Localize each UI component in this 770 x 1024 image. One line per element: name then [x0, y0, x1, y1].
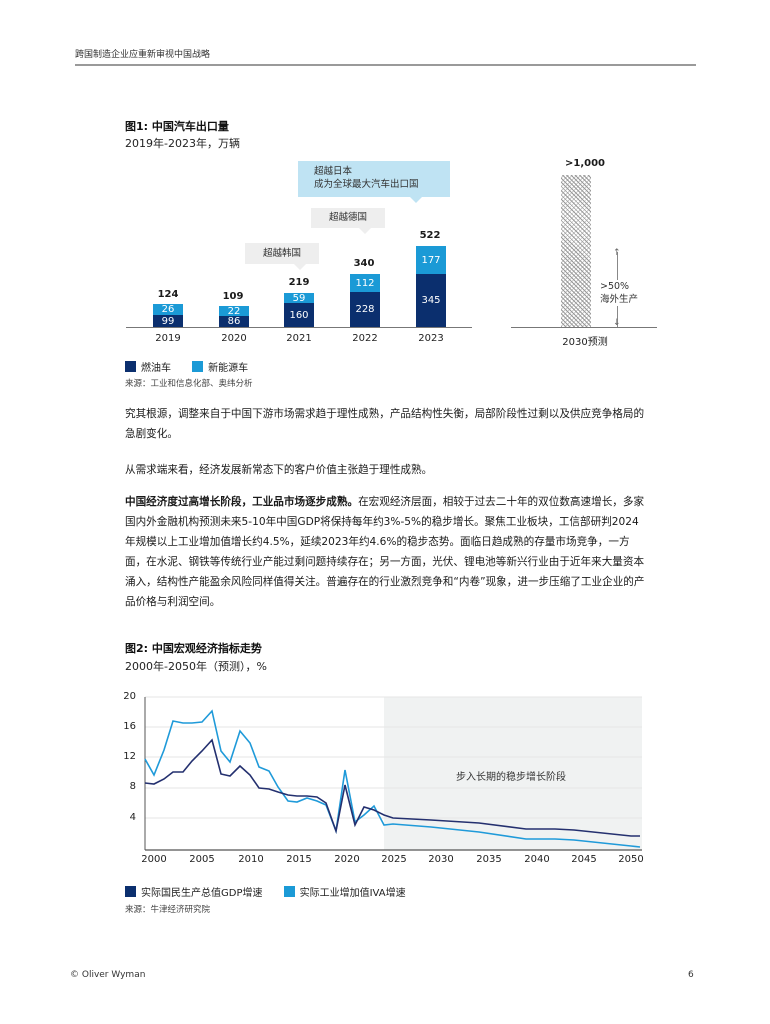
x-label-2020: 2020	[221, 333, 247, 344]
x-tick-2000: 2000	[141, 854, 167, 865]
bar-nev-2020: 22	[219, 306, 249, 317]
bar-total-2022: 340	[353, 258, 375, 269]
x-tick-2040: 2040	[524, 854, 550, 865]
x-label-2023: 2023	[418, 333, 444, 344]
series-iva-line	[144, 709, 641, 848]
bar-chart-baseline	[126, 327, 472, 328]
series-gdp-line	[144, 738, 640, 837]
forecast-baseline	[511, 327, 657, 328]
figure-2-source: 来源：牛津经济研究院	[125, 905, 211, 915]
paragraph-1: 究其根源，调整来自于中国下游市场需求趋于理性成熟，产品结构性失衡，局部阶段性过剩…	[125, 408, 645, 440]
legend-item-gdp: 实际国民生产总值GDP增速	[125, 886, 263, 899]
bar-ice-2022: 228	[350, 292, 380, 327]
x-tick-2030: 2030	[428, 854, 454, 865]
running-header-title: 跨国制造企业应重新审视中国战略	[75, 50, 211, 60]
paragraph-2: 从需求端来看，经济发展新常态下的客户价值主张趋于理性成熟。	[125, 464, 433, 476]
bar-nev-2022: 112	[350, 274, 380, 292]
bar-total-2021: 219	[288, 277, 310, 288]
callout-germany-text: 超越德国	[328, 212, 367, 223]
x-tick-2045: 2045	[571, 854, 597, 865]
figure-1-title: 图1: 中国汽车出口量	[125, 120, 229, 133]
arrow-up-icon: ↑	[613, 248, 621, 258]
legend-label-nev: 新能源车	[208, 363, 249, 374]
y-tick-4: 4	[129, 812, 136, 823]
figure-2-title: 图2: 中国宏观经济指标走势	[125, 642, 262, 655]
figure-1-subtitle: 2019年-2023年，万辆	[125, 137, 240, 150]
header-rule	[75, 64, 696, 66]
x-label-2022: 2022	[352, 333, 378, 344]
figure-2-legend: 实际国民生产总值GDP增速 实际工业增加值IVA增速	[125, 881, 422, 900]
legend-swatch-iva	[283, 886, 295, 897]
footer-page-number: 6	[688, 970, 694, 980]
x-label-2021: 2021	[286, 333, 312, 344]
overseas-share-label: >50% 海外生产	[600, 280, 660, 306]
paragraph-3-lead: 中国经济度过高增长阶段，工业品市场逐步成熟。	[125, 496, 359, 508]
x-tick-2015: 2015	[286, 854, 312, 865]
x-tick-2005: 2005	[189, 854, 215, 865]
x-label-2019: 2019	[155, 333, 181, 344]
callout-germany: 超越德国	[311, 208, 385, 234]
forecast-region-shading	[384, 697, 642, 850]
bar-ice-2023: 345	[416, 274, 446, 327]
bar-nev-2021: 59	[284, 293, 314, 304]
bar-total-2023: 522	[419, 230, 441, 241]
bar-ice-2019: 99	[153, 315, 183, 327]
paragraph-3: 中国经济度过高增长阶段，工业品市场逐步成熟。在宏观经济层面，相较于过去二十年的双…	[125, 492, 645, 612]
paragraph-3-body: 在宏观经济层面，相较于过去二十年的双位数高速增长，多家国内外金融机构预测未来5-…	[125, 496, 645, 608]
x-tick-2020: 2020	[334, 854, 360, 865]
x-tick-2035: 2035	[476, 854, 502, 865]
callout-japan-line2: 成为全球最大汽车出口国	[314, 179, 419, 190]
figure-1-source: 来源：工业和信息化部、奥纬分析	[125, 379, 253, 389]
forecast-region-label: 步入长期的稳步增长阶段	[456, 772, 566, 783]
footer-copyright: © Oliver Wyman	[70, 970, 146, 980]
overseas-share-text: 海外生产	[600, 294, 639, 305]
figure-1-legend: 燃油车 新能源车	[125, 356, 264, 375]
legend-swatch-gdp	[125, 886, 136, 897]
callout-korea-text: 超越韩国	[262, 248, 301, 259]
bar-ice-2021: 160	[284, 303, 314, 327]
legend-label-iva: 实际工业增加值IVA增速	[299, 888, 406, 899]
x-tick-2025: 2025	[381, 854, 407, 865]
callout-pointer	[294, 264, 306, 270]
legend-item-ice: 燃油车	[125, 361, 171, 374]
legend-item-nev: 新能源车	[192, 361, 249, 374]
bar-total-2020: 109	[222, 291, 244, 302]
y-tick-8: 8	[129, 781, 136, 792]
x-tick-2010: 2010	[238, 854, 264, 865]
legend-label-ice: 燃油车	[141, 363, 171, 374]
forecast-bar-hatched	[561, 175, 591, 327]
bar-nev-2019: 26	[153, 304, 183, 315]
callout-pointer	[359, 228, 371, 234]
callout-japan-line1: 超越日本	[314, 166, 353, 177]
bar-nev-2023: 177	[416, 246, 446, 274]
gridlines	[145, 696, 642, 819]
legend-swatch-nev	[192, 361, 204, 372]
x-tick-2050: 2050	[618, 854, 644, 865]
forecast-total-label: >1,000	[564, 158, 605, 169]
callout-japan: 超越日本 成为全球最大汽车出口国	[298, 161, 450, 203]
legend-label-gdp: 实际国民生产总值GDP增速	[141, 888, 263, 899]
bar-ice-2020: 86	[219, 316, 249, 327]
legend-swatch-ice	[125, 361, 136, 372]
y-tick-20: 20	[123, 691, 136, 702]
forecast-x-label: 2030预测	[562, 337, 608, 348]
arrow-down-icon: ↓	[613, 318, 621, 328]
overseas-share-percent: >50%	[600, 281, 630, 292]
figure-2-subtitle: 2000年-2050年（预测），%	[125, 660, 267, 673]
callout-pointer	[410, 197, 422, 203]
y-tick-12: 12	[123, 751, 136, 762]
bar-total-2019: 124	[157, 289, 179, 300]
legend-item-iva: 实际工业增加值IVA增速	[283, 886, 406, 899]
callout-korea: 超越韩国	[245, 243, 319, 270]
y-tick-16: 16	[123, 721, 136, 732]
